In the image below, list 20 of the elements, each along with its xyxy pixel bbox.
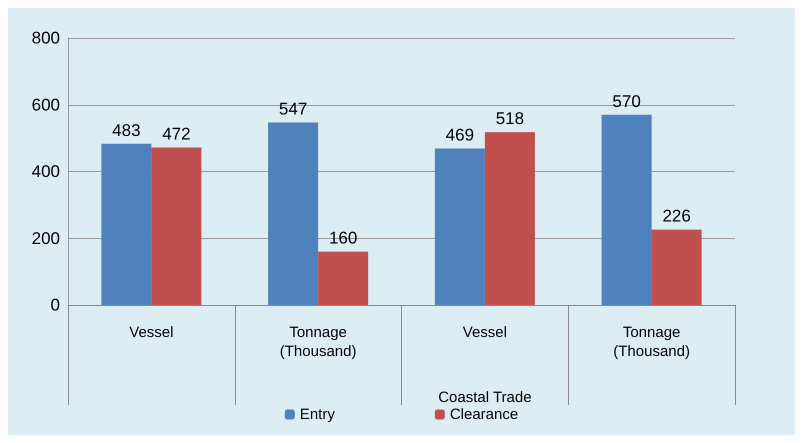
y-tick-label: 400	[32, 162, 60, 181]
data-label: 518	[496, 109, 524, 128]
data-label: 226	[662, 206, 691, 226]
y-tick-label: 800	[32, 28, 60, 48]
text: Coastal Trade	[438, 389, 532, 406]
legend-label: Clearance	[450, 406, 518, 423]
x-tick-label: Tonnage (Thousand)	[613, 324, 690, 360]
y-tick-label: 0	[50, 296, 60, 314]
x-tick-label: Vessel	[129, 324, 174, 341]
data-label: 160	[328, 228, 358, 248]
y-tick-label: 600	[32, 95, 60, 114]
data-label: 547	[278, 99, 308, 118]
data-label: 472	[162, 124, 191, 144]
legend-label: Entry	[300, 406, 336, 423]
x-tick-label: Vessel	[462, 324, 507, 341]
data-label: 570	[612, 92, 641, 111]
y-tick-label: 200	[32, 228, 60, 248]
data-label: 469	[446, 125, 474, 144]
x-tick-label: Tonnage (Thousand)	[280, 324, 356, 360]
data-label: 483	[112, 120, 141, 140]
